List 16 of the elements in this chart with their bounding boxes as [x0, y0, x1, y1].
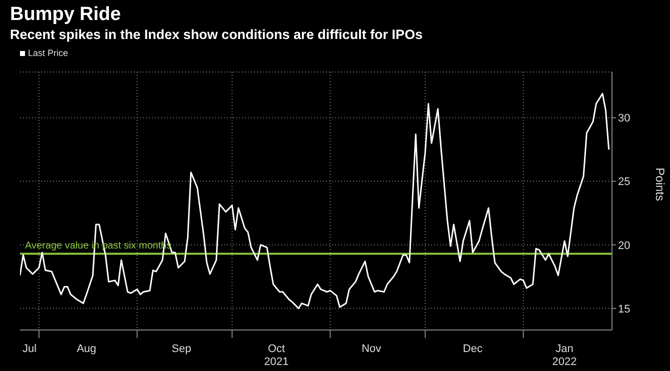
- chart-subtitle: Recent spikes in the Index show conditions are difficult for IPOs: [10, 27, 424, 42]
- x-tick-label: Oct 2021: [264, 342, 289, 368]
- y-tick-label: 15: [618, 303, 630, 316]
- line-series: [20, 92, 610, 310]
- y-axis-title: Points: [652, 168, 667, 201]
- y-tick-label: 20: [618, 240, 630, 252]
- y-tick-label: 25: [618, 176, 630, 188]
- x-tick-label: Aug: [76, 342, 96, 355]
- legend-label: Last Price: [28, 48, 68, 58]
- x-tick-label: Jul: [22, 342, 37, 355]
- x-tick-label: Sep: [172, 342, 192, 355]
- x-tick-label: Dec: [462, 342, 483, 355]
- y-tick-label: 30: [618, 112, 630, 125]
- chart-title: Bumpy Ride: [10, 4, 122, 26]
- x-tick-label: Nov: [362, 342, 382, 355]
- x-tick-label: Jan 2022: [552, 342, 577, 368]
